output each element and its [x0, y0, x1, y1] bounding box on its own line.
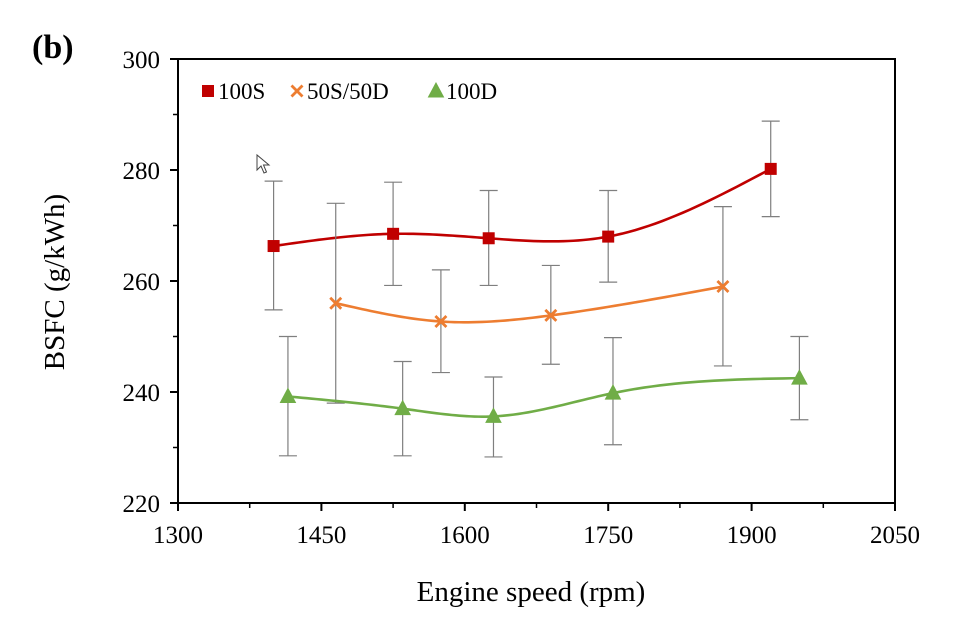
y-tick-label: 300 [123, 47, 161, 74]
legend-label: 100S [218, 79, 265, 104]
x-tick-label: 2050 [870, 522, 920, 549]
x-axis-title: Engine speed (rpm) [417, 576, 646, 608]
panel-label: (b) [32, 29, 74, 66]
legend-label: 50S/50D [307, 79, 389, 104]
data-point [279, 387, 297, 403]
data-point [482, 232, 495, 245]
data-point [329, 296, 343, 310]
legend-marker [290, 84, 304, 98]
plot-frame [177, 58, 896, 504]
data-point [604, 384, 622, 400]
data-point [434, 315, 448, 329]
x-tick-label: 1750 [583, 522, 633, 549]
plot-border [177, 58, 896, 504]
y-axis-title: BSFC (g/kWh) [39, 194, 71, 370]
legend-marker [427, 81, 445, 98]
series-100d [278, 335, 809, 458]
mouse-pointer-icon [256, 153, 271, 174]
trend-line [287, 376, 800, 418]
legend: 100S 50S/50D 100D [202, 79, 497, 104]
x-tick-label: 1900 [727, 522, 777, 549]
data-point [764, 162, 777, 175]
x-tick-label: 1450 [296, 522, 346, 549]
axis-ticks: 220 240 260 280 300 1300 1450 1600 1750 1900 2050 [123, 47, 921, 549]
data-point [485, 407, 502, 423]
x-tick-label: 1600 [440, 522, 490, 549]
x-tick-label: 1300 [153, 522, 203, 549]
y-tick-label: 220 [123, 491, 161, 518]
data-point [387, 227, 400, 240]
data-point [267, 240, 280, 253]
trend-line [335, 285, 724, 324]
data-point [791, 369, 808, 385]
series-50s-50d [326, 202, 732, 404]
data-point [716, 280, 730, 294]
trend-line [273, 167, 772, 248]
y-tick-label: 260 [123, 269, 161, 296]
data-point [602, 230, 615, 243]
legend-marker [202, 85, 214, 97]
legend-label: 100D [446, 79, 497, 104]
data-point [394, 399, 411, 416]
data-point [544, 308, 558, 322]
y-tick-label: 280 [123, 158, 161, 185]
series-100s [264, 120, 780, 311]
y-tick-label: 240 [123, 380, 161, 407]
data-series [264, 120, 809, 458]
